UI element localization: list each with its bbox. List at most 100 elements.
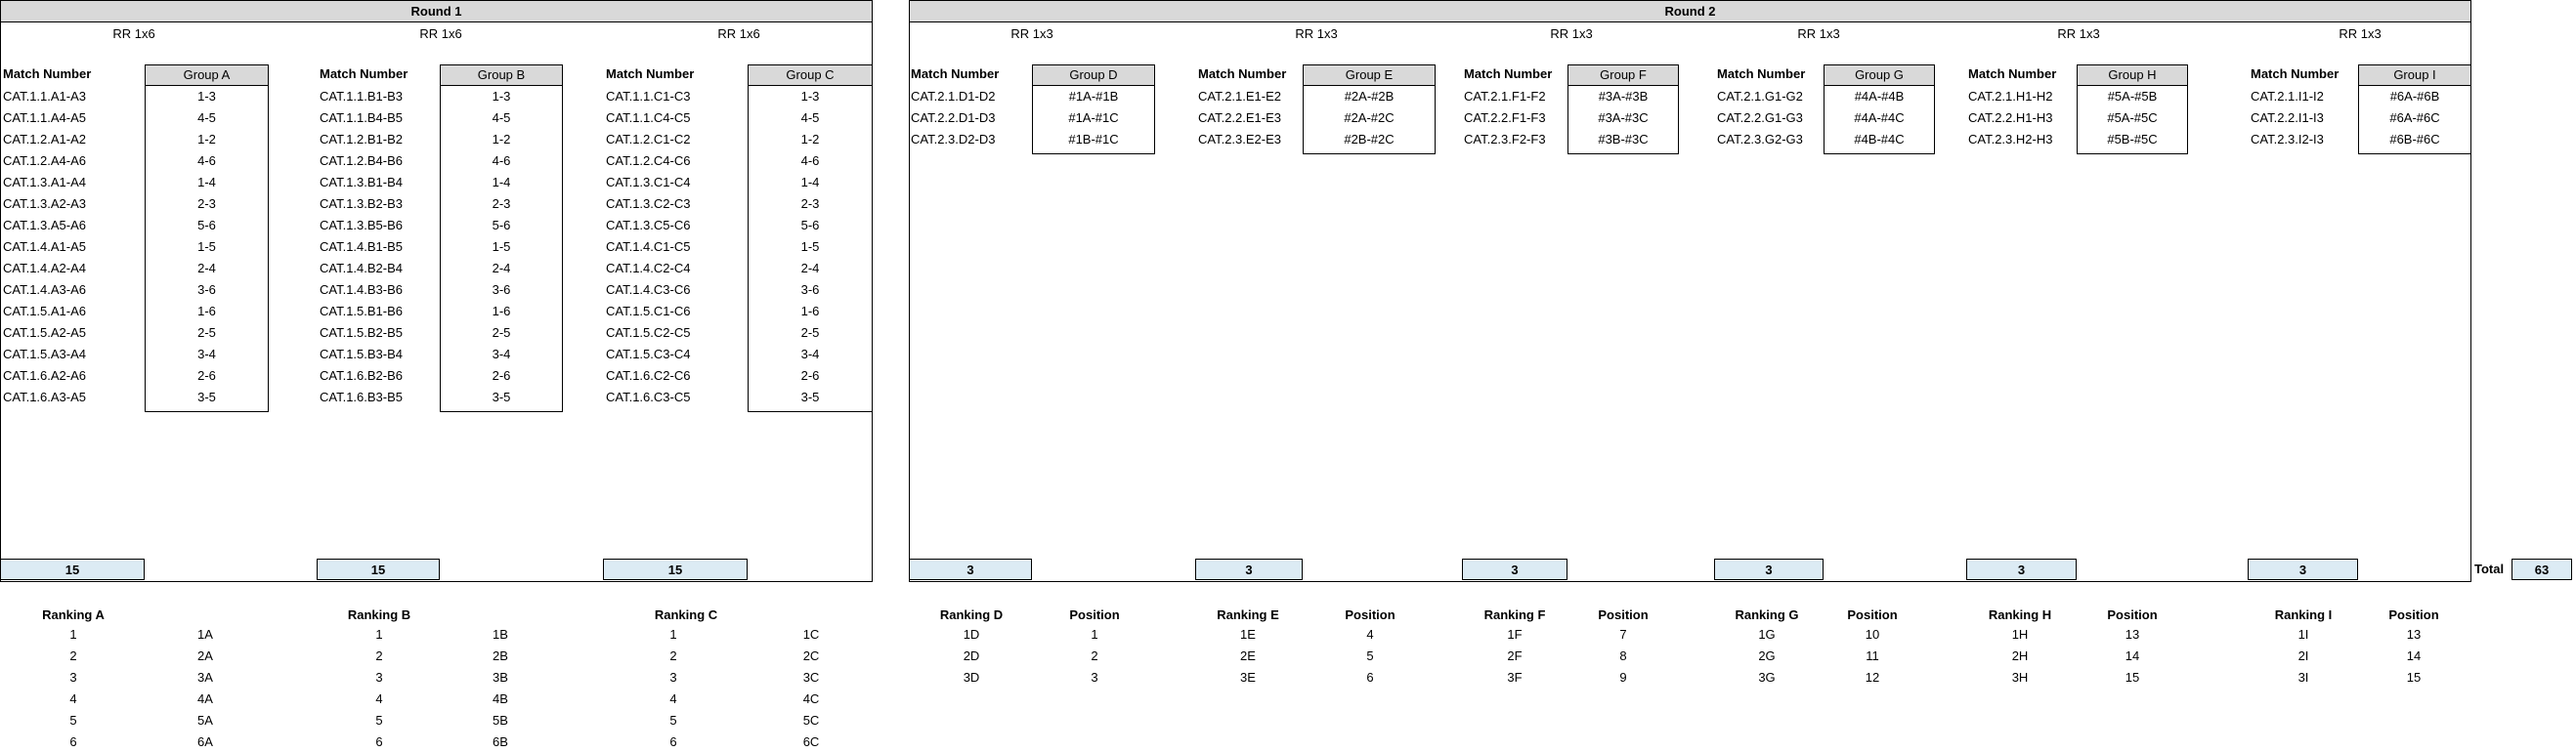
match-number-cell[interactable]: CAT.1.5.B3-B4 [320,347,404,361]
match-count-total[interactable]: 3 [1195,559,1303,580]
match-number-cell[interactable]: CAT.1.4.A1-A5 [3,239,87,254]
match-number-cell[interactable]: CAT.1.6.A3-A5 [3,390,87,404]
match-number-cell[interactable]: CAT.1.6.B2-B6 [320,368,404,383]
group-pair-cell[interactable]: 4-5 [800,110,820,125]
group-pair-cell[interactable]: 4-5 [197,110,216,125]
group-header[interactable]: Group E [1304,65,1435,86]
ranking-label[interactable]: 3B [493,670,508,685]
group-pair-cell[interactable]: 1-3 [197,89,216,104]
match-number-cell[interactable]: CAT.2.1.I1-I2 [2251,89,2324,104]
group-pair-cell[interactable]: 3-5 [800,390,820,404]
group-pair-cell[interactable]: #1A-#1B [1068,89,1119,104]
ranking-label[interactable]: 6C [802,734,820,749]
group-pair-cell[interactable]: #5B-#5C [2107,132,2158,146]
match-number-cell[interactable]: CAT.2.3.H2-H3 [1968,132,2053,146]
ranking-label[interactable]: 1B [493,627,508,642]
match-number-cell[interactable]: CAT.2.2.H1-H3 [1968,110,2053,125]
ranking-rank[interactable]: 5 [69,713,77,728]
match-number-cell[interactable]: CAT.2.1.F1-F2 [1464,89,1546,104]
match-number-cell[interactable]: CAT.1.1.C4-C5 [606,110,691,125]
group-pair-cell[interactable]: #4A-#4B [1854,89,1905,104]
group-pair-cell[interactable]: 1-5 [492,239,511,254]
group-pair-cell[interactable]: #6B-#6C [2389,132,2440,146]
ranking-label[interactable]: 3D [963,670,980,685]
group-pair-cell[interactable]: 1-6 [197,304,216,318]
ranking-rank[interactable]: 6 [69,734,77,749]
ranking-label[interactable]: 2H [2011,648,2029,663]
group-pair-cell[interactable]: 2-6 [197,368,216,383]
group-pair-cell[interactable]: 4-6 [197,153,216,168]
match-number-cell[interactable]: CAT.1.5.A2-A5 [3,325,87,340]
ranking-position[interactable]: 4 [1366,627,1374,642]
match-number-cell[interactable]: CAT.1.1.B1-B3 [320,89,404,104]
group-pair-cell[interactable]: 1-4 [492,175,511,189]
ranking-position[interactable]: 9 [1619,670,1627,685]
group-pair-cell[interactable]: 1-4 [197,175,216,189]
ranking-label[interactable]: 3E [1240,670,1256,685]
match-number-cell[interactable]: CAT.1.2.A4-A6 [3,153,87,168]
match-number-cell[interactable]: CAT.1.4.C3-C6 [606,282,691,297]
match-number-cell[interactable]: CAT.1.4.B2-B4 [320,261,404,275]
match-number-cell[interactable]: CAT.1.4.C2-C4 [606,261,691,275]
group-header[interactable]: Group C [749,65,872,86]
ranking-position[interactable]: 14 [2125,648,2140,663]
group-pair-cell[interactable]: 1-2 [800,132,820,146]
group-pair-cell[interactable]: #6A-#6B [2389,89,2440,104]
group-pair-cell[interactable]: 4-5 [492,110,511,125]
match-count-total[interactable]: 3 [2248,559,2358,580]
group-pair-cell[interactable]: #3A-#3C [1598,110,1649,125]
match-number-cell[interactable]: CAT.2.2.I1-I3 [2251,110,2324,125]
ranking-rank[interactable]: 3 [669,670,677,685]
ranking-rank[interactable]: 3 [375,670,383,685]
match-number-cell[interactable]: CAT.1.5.A3-A4 [3,347,87,361]
ranking-rank[interactable]: 1 [69,627,77,642]
group-pair-cell[interactable]: 2-3 [197,196,216,211]
match-number-cell[interactable]: CAT.1.5.C3-C4 [606,347,691,361]
group-pair-cell[interactable]: 4-6 [492,153,511,168]
ranking-label[interactable]: 3F [1507,670,1523,685]
match-number-cell[interactable]: CAT.1.5.B2-B5 [320,325,404,340]
group-header[interactable]: Group D [1033,65,1154,86]
match-number-cell[interactable]: CAT.2.2.G1-G3 [1717,110,1803,125]
ranking-label[interactable]: 4A [197,691,213,706]
match-number-cell[interactable]: CAT.1.4.C1-C5 [606,239,691,254]
ranking-rank[interactable]: 5 [669,713,677,728]
match-number-cell[interactable]: CAT.1.1.A4-A5 [3,110,87,125]
match-number-cell[interactable]: CAT.1.5.C1-C6 [606,304,691,318]
group-pair-cell[interactable]: 1-2 [492,132,511,146]
group-pair-cell[interactable]: 2-4 [197,261,216,275]
group-pair-cell[interactable]: 3-5 [197,390,216,404]
group-header[interactable]: Group H [2078,65,2187,86]
match-number-cell[interactable]: CAT.2.2.F1-F3 [1464,110,1546,125]
ranking-label[interactable]: 6A [197,734,213,749]
match-number-cell[interactable]: CAT.1.2.C4-C6 [606,153,691,168]
match-number-cell[interactable]: CAT.1.4.A2-A4 [3,261,87,275]
group-header[interactable]: Group A [146,65,268,86]
ranking-rank[interactable]: 5 [375,713,383,728]
group-pair-cell[interactable]: 3-4 [197,347,216,361]
ranking-rank[interactable]: 1 [669,627,677,642]
ranking-position[interactable]: 15 [2406,670,2422,685]
ranking-rank[interactable]: 1 [375,627,383,642]
ranking-position[interactable]: 8 [1619,648,1627,663]
ranking-rank[interactable]: 4 [69,691,77,706]
group-header[interactable]: Group I [2359,65,2470,86]
match-number-cell[interactable]: CAT.2.2.E1-E3 [1198,110,1282,125]
ranking-position[interactable]: 13 [2125,627,2140,642]
ranking-label[interactable]: 1G [1758,627,1776,642]
ranking-label[interactable]: 4B [493,691,508,706]
ranking-label[interactable]: 5C [802,713,820,728]
group-pair-cell[interactable]: 3-4 [492,347,511,361]
match-number-cell[interactable]: CAT.1.5.A1-A6 [3,304,87,318]
group-pair-cell[interactable]: 2-4 [492,261,511,275]
match-number-cell[interactable]: CAT.1.1.C1-C3 [606,89,691,104]
ranking-label[interactable]: 2E [1240,648,1256,663]
match-number-cell[interactable]: CAT.2.3.I2-I3 [2251,132,2324,146]
match-number-cell[interactable]: CAT.1.3.C2-C3 [606,196,691,211]
match-number-cell[interactable]: CAT.1.2.B1-B2 [320,132,404,146]
group-pair-cell[interactable]: 2-5 [492,325,511,340]
group-pair-cell[interactable]: 3-4 [800,347,820,361]
group-pair-cell[interactable]: 3-6 [492,282,511,297]
match-number-cell[interactable]: CAT.1.3.C5-C6 [606,218,691,232]
ranking-rank[interactable]: 3 [69,670,77,685]
